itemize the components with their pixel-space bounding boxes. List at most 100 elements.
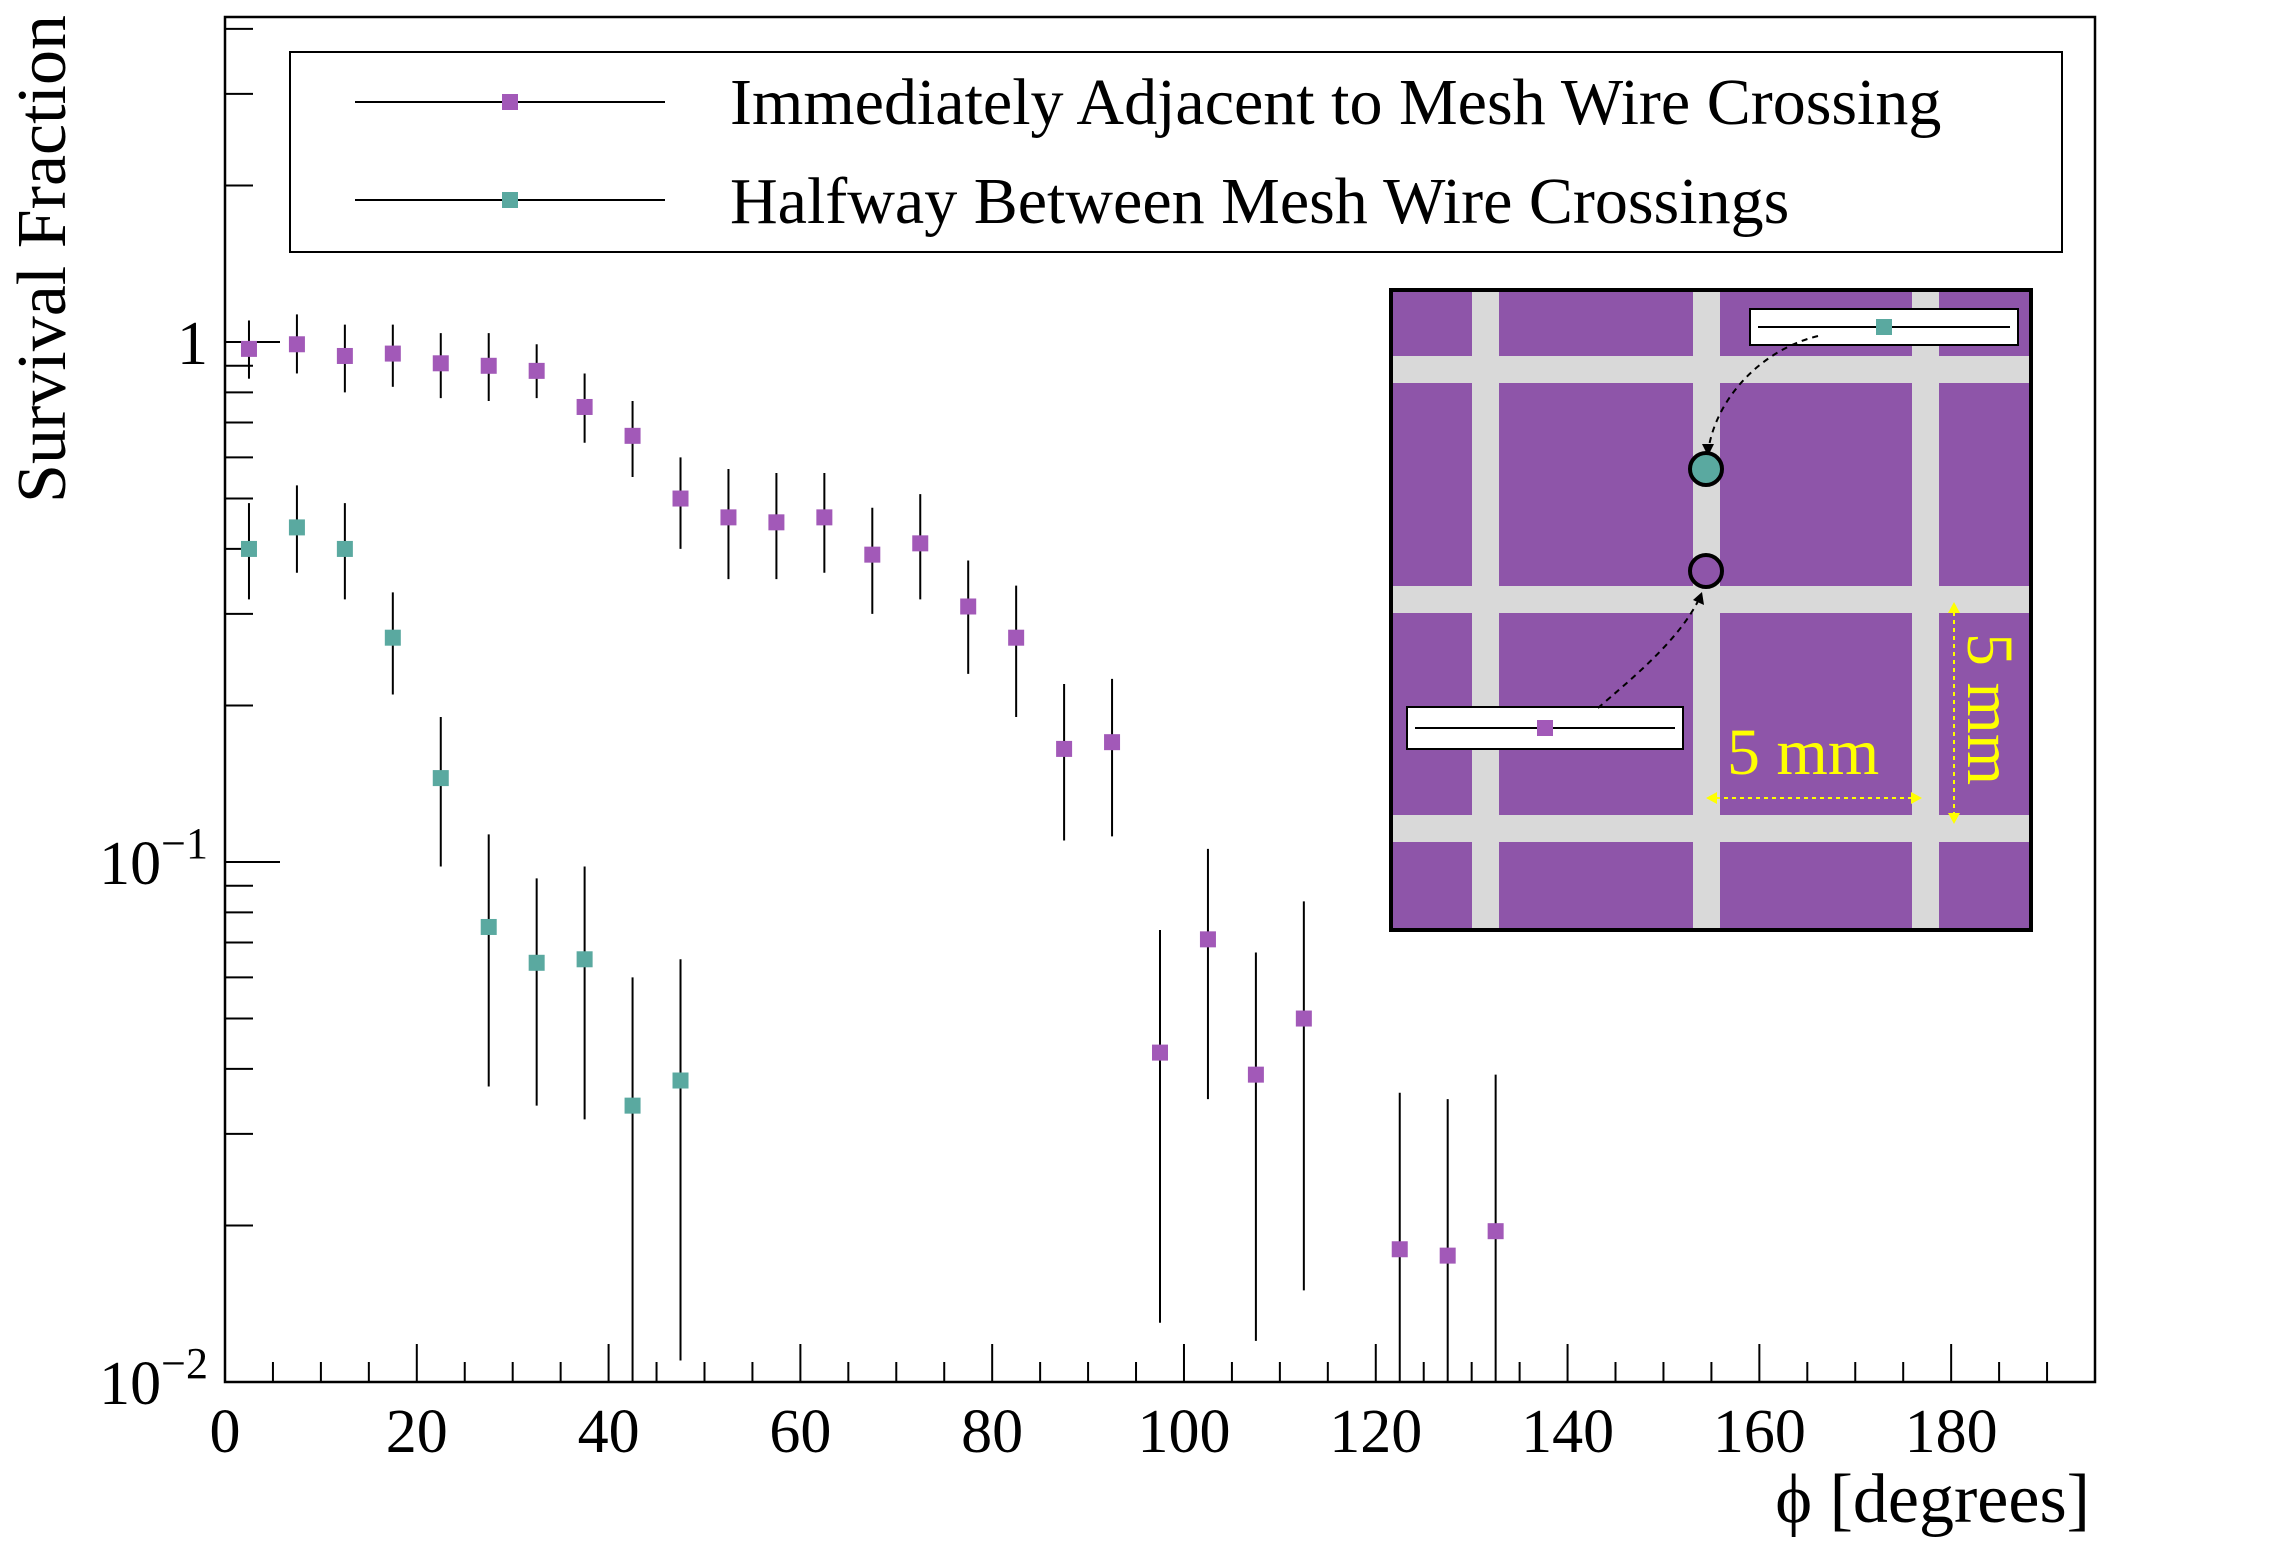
data-point [912, 494, 929, 600]
data-marker [528, 954, 545, 971]
inset-vertical-scale-top-head [1948, 602, 1960, 613]
data-marker [1247, 1066, 1264, 1083]
x-tick-label: 80 [961, 1398, 1023, 1466]
mesh-wire-v3 [1912, 290, 1939, 930]
inset-legend-halfway-marker [1876, 319, 1892, 335]
data-point [624, 977, 641, 1382]
inset-halfway-position [1688, 451, 1724, 487]
data-marker [240, 340, 257, 357]
data-point [768, 472, 785, 580]
inset-border [1389, 288, 2033, 932]
data-point [816, 472, 833, 573]
data-point [1199, 848, 1216, 1100]
data-marker [1439, 1247, 1456, 1264]
data-marker [720, 509, 737, 526]
inset-legend-adjacent-marker [1537, 720, 1553, 736]
data-marker [1152, 1044, 1168, 1061]
legend-marker-halfway [502, 192, 518, 208]
data-marker [1487, 1223, 1504, 1240]
data-point [1487, 1074, 1504, 1382]
data-marker [288, 336, 305, 353]
axis-ticks [224, 27, 2049, 1383]
mesh-wires [1391, 290, 2031, 930]
data-point [1152, 929, 1168, 1323]
data-point [480, 333, 497, 402]
data-point [528, 878, 545, 1106]
data-point [672, 959, 689, 1361]
data-point [432, 333, 449, 399]
data-point [336, 503, 353, 600]
inset-arrow-adjacent [1597, 596, 1701, 709]
data-point [1295, 901, 1312, 1291]
legend: Immediately Adjacent to Mesh Wire Crossi… [289, 51, 2063, 253]
y-tick-label: 10−2 [99, 1339, 208, 1418]
data-marker [384, 345, 401, 362]
data-point [1391, 1092, 1408, 1382]
inset-horizontal-scale-right-head [1911, 792, 1922, 804]
data-point [288, 485, 305, 573]
legend-box [289, 51, 2063, 253]
data-marker [1104, 734, 1121, 751]
data-marker [864, 546, 881, 563]
x-tick-label: 40 [578, 1398, 640, 1466]
data-marker [336, 540, 353, 557]
inset-horizontal-scale-left-head [1706, 792, 1717, 804]
data-point [1104, 678, 1121, 837]
data-marker [912, 535, 929, 552]
data-marker [528, 362, 545, 379]
data-point [432, 717, 449, 867]
x-tick-label: 0 [210, 1398, 241, 1466]
data-point [240, 320, 257, 379]
inset-adjacent-position [1688, 553, 1724, 589]
x-tick-label: 20 [386, 1398, 448, 1466]
legend-marker-adjacent [502, 94, 518, 110]
data-point [1439, 1099, 1456, 1382]
data-point [576, 373, 593, 443]
data-point [864, 507, 881, 614]
data-marker [672, 1072, 689, 1089]
data-marker [240, 540, 257, 557]
data-marker [384, 629, 401, 646]
data-point [384, 324, 401, 387]
data-point [960, 560, 977, 674]
data-marker [1056, 740, 1073, 757]
data-point [480, 834, 497, 1087]
data-marker [288, 519, 305, 536]
plot-frame [223, 15, 2097, 1384]
inset-vertical-scale-bottom-head [1948, 813, 1960, 824]
data-marker [816, 509, 833, 526]
data-points [240, 314, 1504, 1382]
mesh-inset: 5 mm 5 mm [1389, 288, 2033, 932]
data-point [1008, 585, 1025, 718]
x-tick-label: 160 [1713, 1398, 1806, 1466]
data-point [240, 503, 257, 600]
mesh-wire-v2 [1693, 290, 1720, 930]
data-marker [336, 347, 353, 364]
data-point [384, 592, 401, 695]
data-marker [432, 355, 449, 372]
data-marker [480, 918, 497, 935]
data-point [720, 468, 737, 580]
x-tick-label: 140 [1521, 1398, 1614, 1466]
data-marker [576, 398, 593, 415]
data-marker [672, 490, 689, 507]
inset-arrow-halfway-head [1702, 444, 1714, 456]
data-marker [768, 514, 785, 531]
y-axis-title: Survival Fraction [4, 15, 81, 503]
data-marker [432, 770, 449, 787]
data-point [1056, 683, 1073, 841]
y-tick-label: 1 [177, 310, 208, 378]
data-point [672, 457, 689, 549]
x-tick-label: 100 [1137, 1398, 1230, 1466]
x-tick-label: 60 [769, 1398, 831, 1466]
data-marker [576, 951, 593, 968]
data-marker [1295, 1010, 1312, 1027]
data-marker [480, 357, 497, 374]
x-tick-label: 180 [1905, 1398, 1998, 1466]
data-point [288, 314, 305, 374]
x-axis-title: ϕ [degrees] [1775, 1461, 2090, 1538]
data-point [528, 344, 545, 399]
inset-arrow-adjacent-head [1693, 592, 1704, 605]
y-tick-label: 10−1 [99, 819, 208, 898]
